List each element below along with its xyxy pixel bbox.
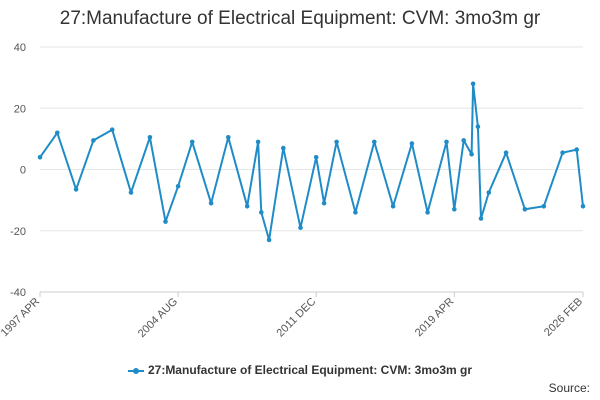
y-tick-label: -20	[10, 226, 26, 238]
y-tick-label: -40	[10, 287, 26, 299]
gridlines	[40, 46, 583, 293]
data-point[interactable]	[298, 225, 303, 230]
data-point[interactable]	[266, 237, 272, 243]
x-tick-label: 2019 APR	[413, 296, 457, 340]
data-point[interactable]	[475, 124, 481, 129]
data-point[interactable]	[560, 150, 565, 155]
data-point[interactable]	[353, 210, 358, 215]
legend-marker-icon	[127, 366, 144, 376]
x-tick-label: 2026 FEB	[542, 296, 585, 339]
data-point[interactable]	[163, 219, 168, 224]
legend-label: 27:Manufacture of Electrical Equipment: …	[147, 363, 473, 377]
data-point[interactable]	[128, 190, 134, 195]
data-point[interactable]	[259, 210, 264, 215]
data-point[interactable]	[486, 190, 492, 195]
data-point[interactable]	[37, 155, 43, 160]
data-point[interactable]	[409, 141, 415, 146]
data-point[interactable]	[281, 145, 286, 151]
data-point[interactable]	[55, 130, 60, 136]
data-point[interactable]	[503, 150, 509, 155]
x-tick-label: 2011 DEC	[275, 296, 319, 340]
data-point[interactable]	[522, 207, 528, 212]
data-point[interactable]	[208, 200, 214, 206]
data-point[interactable]	[461, 138, 467, 143]
series-line-group	[37, 81, 586, 243]
y-tick-label: 40	[14, 42, 26, 54]
chart-title: 27:Manufacture of Electrical Equipment: …	[59, 8, 541, 29]
data-point[interactable]	[91, 138, 96, 143]
data-point[interactable]	[390, 204, 396, 209]
data-point[interactable]	[73, 187, 79, 192]
data-point[interactable]	[478, 216, 484, 221]
data-point[interactable]	[255, 139, 261, 145]
data-point[interactable]	[452, 207, 457, 212]
x-tick-label: 1997 APR	[0, 296, 42, 340]
data-point[interactable]	[244, 204, 250, 209]
series-line	[39, 82, 584, 241]
y-tick-label: 20	[14, 103, 26, 115]
data-point[interactable]	[109, 127, 115, 132]
data-point[interactable]	[313, 155, 319, 160]
data-point[interactable]	[334, 139, 339, 145]
data-point[interactable]	[470, 81, 476, 87]
source-label: Source:	[548, 381, 590, 395]
data-point[interactable]	[580, 204, 586, 209]
data-point[interactable]	[175, 184, 181, 189]
x-tick-label: 2004 AUG	[136, 296, 180, 340]
legend[interactable]: 27:Manufacture of Electrical Equipment: …	[0, 363, 600, 377]
data-point[interactable]	[372, 139, 377, 145]
data-point[interactable]	[189, 139, 195, 145]
data-point[interactable]	[147, 135, 153, 140]
data-point[interactable]	[321, 200, 327, 206]
y-tick-label: 0	[20, 165, 26, 177]
data-point[interactable]	[444, 139, 449, 145]
data-point[interactable]	[226, 135, 231, 140]
data-point[interactable]	[541, 204, 547, 209]
data-point[interactable]	[425, 210, 430, 215]
data-point[interactable]	[469, 151, 474, 157]
data-point[interactable]	[574, 147, 579, 152]
